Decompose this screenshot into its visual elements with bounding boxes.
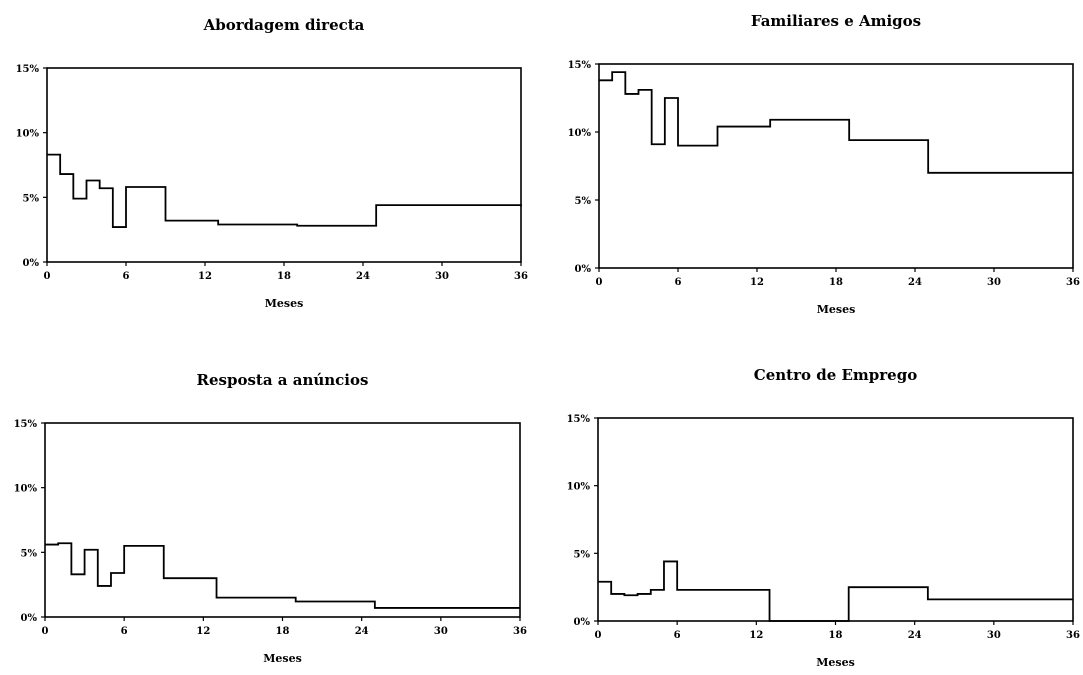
chart-title: Resposta a anúncios — [197, 371, 369, 389]
x-tick-label: 18 — [277, 271, 291, 282]
plot-frame — [598, 63, 1074, 269]
y-tick-label: 10% — [568, 128, 592, 139]
x-tick-label: 6 — [675, 277, 682, 288]
y-tick-label: 5% — [574, 549, 591, 560]
x-tick-label: 24 — [908, 277, 922, 288]
plot-frame — [597, 417, 1074, 622]
y-tick-label: 0% — [21, 613, 38, 624]
x-axis-label: Meses — [817, 303, 856, 316]
chart-title: Abordagem directa — [203, 16, 365, 34]
y-tick-label: 0% — [575, 264, 592, 275]
chart-title: Centro de Emprego — [754, 366, 917, 384]
x-tick-label: 24 — [908, 630, 922, 641]
x-tick-label: 24 — [355, 626, 369, 637]
x-tick-label: 12 — [196, 626, 210, 637]
chart-familiares-e-amigos: Familiares e Amigos 0% 5% 10% 15% 0 6 12 18 24 30 3… — [568, 12, 1080, 316]
y-tick-label: 15% — [16, 64, 40, 75]
x-tick-label: 12 — [198, 271, 212, 282]
y-tick-label: 5% — [21, 548, 38, 559]
y-tick-label: 10% — [567, 482, 591, 493]
x-tick-label: 0 — [595, 630, 602, 641]
x-tick-label: 18 — [829, 630, 843, 641]
y-tick-label: 0% — [574, 617, 591, 628]
chart-abordagem-directa: Abordagem directa 0% 5% 10% 15% 0 6 12 18 24 30 36 M… — [16, 16, 528, 310]
x-tick-label: 6 — [123, 271, 130, 282]
x-tick-label: 36 — [1066, 277, 1080, 288]
y-tick-label: 10% — [16, 129, 40, 140]
plot-frame — [46, 67, 522, 263]
x-tick-label: 6 — [674, 630, 681, 641]
x-tick-label: 30 — [987, 277, 1001, 288]
x-tick-label: 0 — [596, 277, 603, 288]
x-tick-label: 30 — [434, 626, 448, 637]
x-axis-label: Meses — [263, 652, 302, 665]
x-tick-label: 36 — [1066, 630, 1080, 641]
chart-resposta-a-anuncios: Resposta a anúncios 0% 5% 10% 15% 0 6 12 18 24 30 3… — [14, 371, 527, 665]
y-tick-label: 10% — [14, 484, 38, 495]
y-tick-label: 0% — [23, 258, 40, 269]
x-axis-label: Meses — [816, 656, 855, 669]
x-axis-label: Meses — [265, 297, 304, 310]
y-tick-label: 15% — [567, 414, 591, 425]
x-tick-label: 6 — [121, 626, 128, 637]
x-tick-label: 36 — [514, 271, 528, 282]
x-tick-label: 18 — [276, 626, 290, 637]
x-tick-label: 30 — [435, 271, 449, 282]
series-line — [47, 153, 522, 228]
x-tick-label: 24 — [356, 271, 370, 282]
series-line — [45, 542, 520, 609]
x-tick-label: 0 — [44, 271, 51, 282]
series-line — [598, 560, 1073, 622]
plot-frame — [44, 422, 521, 618]
y-tick-label: 5% — [575, 196, 592, 207]
x-tick-label: 30 — [987, 630, 1001, 641]
y-tick-label: 5% — [23, 193, 40, 204]
y-tick-label: 15% — [14, 419, 38, 430]
chart-title: Familiares e Amigos — [751, 12, 921, 30]
x-tick-label: 0 — [42, 626, 49, 637]
series-line — [599, 71, 1073, 174]
chart-centro-de-emprego: Centro de Emprego 0% 5% 10% 15% 0 6 12 18 24 30 36 M… — [567, 366, 1080, 669]
x-tick-label: 18 — [829, 277, 843, 288]
x-tick-label: 36 — [513, 626, 527, 637]
x-tick-label: 12 — [750, 277, 764, 288]
x-tick-label: 12 — [749, 630, 763, 641]
y-tick-label: 15% — [568, 60, 592, 71]
